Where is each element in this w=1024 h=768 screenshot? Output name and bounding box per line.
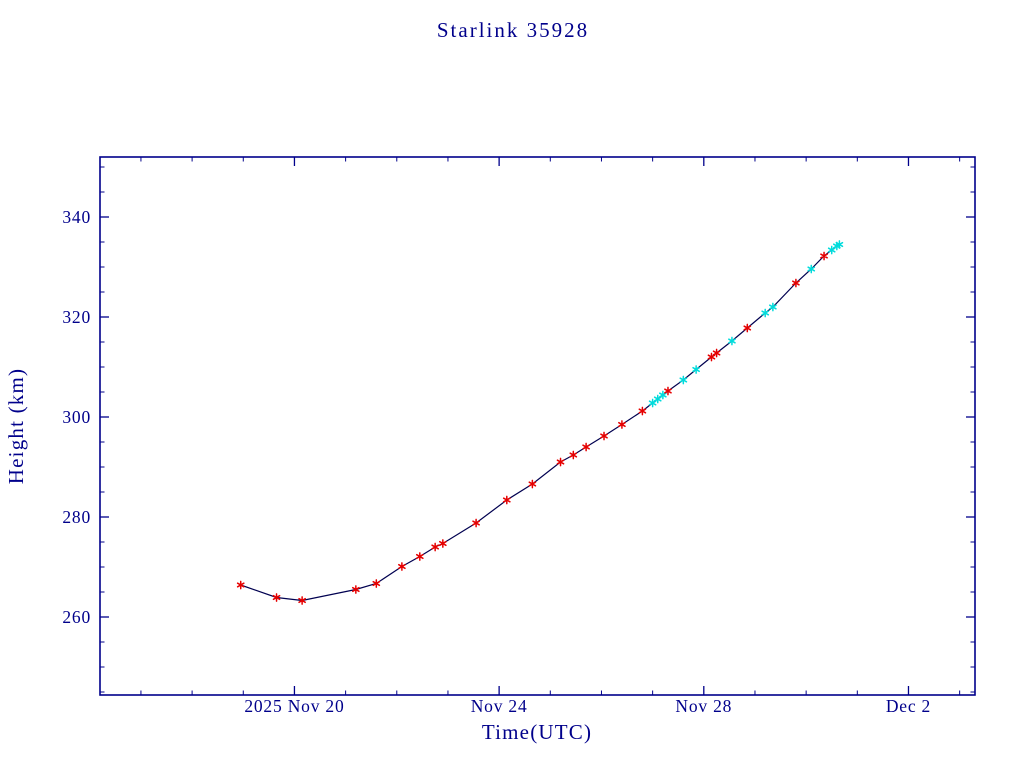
y-tick-label: 300 xyxy=(62,407,91,427)
plot-frame xyxy=(99,156,976,696)
data-point-marker-red xyxy=(638,406,647,416)
data-point-marker-red xyxy=(472,518,480,528)
axis-ticks xyxy=(100,157,975,695)
data-point-marker-red xyxy=(792,278,800,288)
y-tick-label: 260 xyxy=(62,607,91,627)
data-point-marker-red xyxy=(618,420,626,429)
data-point-marker-red xyxy=(582,442,590,452)
data-point-marker-cyan xyxy=(659,390,667,400)
data-point-marker-red xyxy=(556,457,565,467)
data-point-marker-cyan xyxy=(728,336,736,346)
data-point-marker-cyan xyxy=(679,375,688,385)
data-point-marker-cyan xyxy=(807,264,816,274)
data-point-marker-red xyxy=(236,580,245,590)
data-point-marker-red xyxy=(502,495,511,505)
data-point-marker-cyan xyxy=(761,308,770,318)
data-point-marker-red xyxy=(431,542,440,552)
data-point-marker-red xyxy=(820,251,828,261)
chart-title: Starlink 35928 xyxy=(437,18,589,42)
x-axis-label: Time(UTC) xyxy=(482,720,592,744)
x-tick-label: Dec 2 xyxy=(886,696,931,716)
data-point-marker-cyan xyxy=(769,302,777,312)
data-point-marker-red xyxy=(298,596,306,605)
data-point-marker-cyan xyxy=(653,394,662,404)
data-series xyxy=(236,240,844,605)
axis-tick-labels: 2025 Nov 20 Nov 24 Nov 28 Dec 2 260 280 300 320… xyxy=(62,207,931,716)
data-point-marker-cyan xyxy=(827,245,836,255)
data-point-marker-red xyxy=(415,552,424,561)
data-point-marker-red xyxy=(600,431,608,441)
data-point-marker-red xyxy=(398,562,406,571)
data-point-marker-cyan xyxy=(835,240,844,249)
data-point-marker-red xyxy=(351,585,360,594)
data-point-marker-red xyxy=(569,450,578,460)
y-tick-label: 280 xyxy=(62,507,91,527)
y-tick-label: 340 xyxy=(62,207,91,227)
data-point-marker-red xyxy=(712,348,721,358)
data-point-marker-red xyxy=(528,479,537,489)
data-point-marker-red xyxy=(372,579,381,588)
data-point-marker-red xyxy=(664,386,672,396)
x-tick-label: 2025 Nov 20 xyxy=(244,696,344,716)
height-line xyxy=(240,243,840,602)
data-point-marker-red xyxy=(743,323,752,333)
y-tick-label: 320 xyxy=(62,307,91,327)
data-point-marker-red xyxy=(272,593,281,602)
y-axis-label: Height (km) xyxy=(4,368,28,484)
x-tick-label: Nov 28 xyxy=(675,696,732,716)
data-point-marker-red xyxy=(707,352,716,362)
data-point-marker-cyan xyxy=(692,365,700,374)
x-tick-label: Nov 24 xyxy=(471,696,528,716)
data-point-marker-cyan xyxy=(648,398,657,408)
data-point-marker-red xyxy=(438,539,447,548)
